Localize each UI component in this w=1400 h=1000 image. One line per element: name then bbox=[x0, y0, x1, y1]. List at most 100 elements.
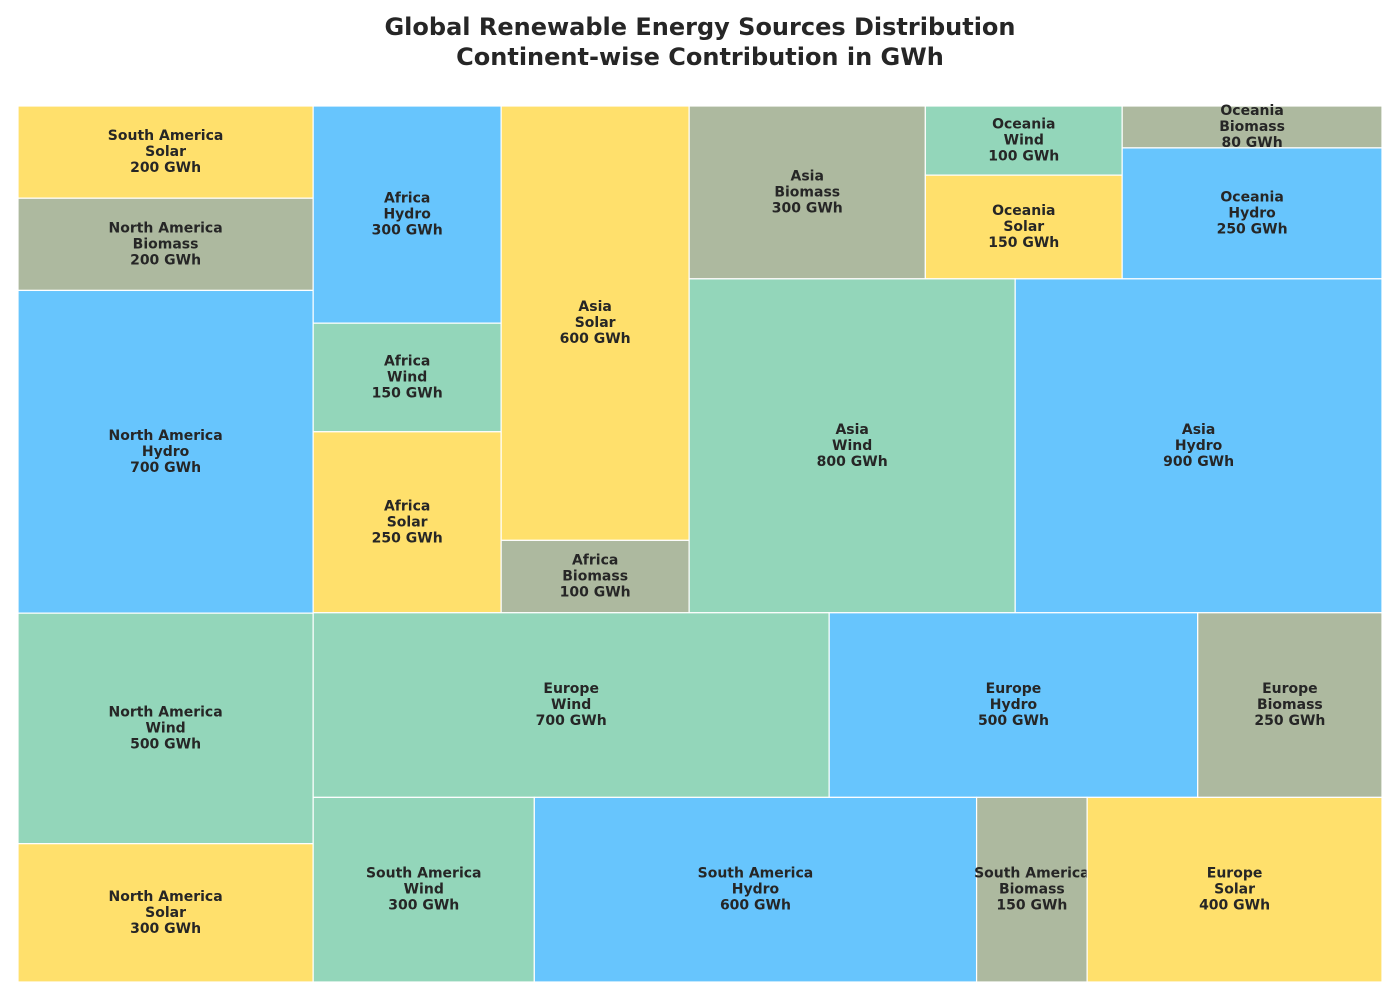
tile-continent-label: Africa bbox=[572, 553, 618, 569]
tile-source-label: Wind bbox=[551, 697, 591, 713]
tile-source-label: Biomass bbox=[1257, 697, 1323, 713]
treemap-tile-rect bbox=[1121, 105, 1383, 149]
tile-continent-label: Oceania bbox=[1220, 189, 1283, 205]
tile-source-label: Solar bbox=[145, 144, 186, 160]
chart-title: Global Renewable Energy Sources Distribu… bbox=[0, 12, 1400, 72]
tile-source-label: Biomass bbox=[133, 236, 199, 252]
tile-continent-label: Europe bbox=[1262, 681, 1318, 697]
tile-value-label: 150 GWh bbox=[988, 235, 1059, 251]
treemap-tile-rect bbox=[924, 105, 1123, 176]
tile-continent-label: Asia bbox=[791, 168, 824, 184]
treemap-tile-rect bbox=[688, 105, 926, 280]
tile-continent-label: South America bbox=[974, 866, 1090, 882]
tile-continent-label: Europe bbox=[986, 681, 1042, 697]
tile-source-label: Wind bbox=[404, 882, 444, 898]
tile-continent-label: South America bbox=[366, 866, 482, 882]
treemap-tile-rect bbox=[1121, 147, 1383, 280]
treemap-tile-rect bbox=[1197, 612, 1383, 798]
tile-value-label: 300 GWh bbox=[130, 921, 201, 937]
tile-value-label: 250 GWh bbox=[1254, 713, 1325, 729]
tile-value-label: 100 GWh bbox=[560, 585, 631, 601]
treemap-tile-rect bbox=[17, 612, 314, 845]
tile-value-label: 250 GWh bbox=[1217, 221, 1288, 237]
tile-value-label: 500 GWh bbox=[130, 736, 201, 752]
treemap-tile-rect bbox=[312, 322, 502, 433]
tile-continent-label: North America bbox=[109, 428, 223, 444]
tile-value-label: 150 GWh bbox=[372, 385, 443, 401]
tile-continent-label: Asia bbox=[835, 422, 868, 438]
tile-source-label: Biomass bbox=[1219, 119, 1285, 135]
tile-value-label: 400 GWh bbox=[1199, 898, 1270, 914]
tile-source-label: Solar bbox=[145, 905, 186, 921]
treemap-tile-rect bbox=[975, 796, 1088, 983]
treemap-tile-rect bbox=[312, 431, 502, 614]
tile-continent-label: South America bbox=[108, 128, 224, 144]
tile-continent-label: Europe bbox=[1207, 866, 1263, 882]
treemap-tile-rect bbox=[312, 796, 535, 983]
tile-source-label: Hydro bbox=[1228, 205, 1276, 221]
tile-continent-label: Oceania bbox=[992, 117, 1055, 133]
treemap-tile-rect bbox=[688, 278, 1016, 614]
treemap-tile-rect bbox=[17, 843, 314, 983]
tile-source-label: Hydro bbox=[990, 697, 1038, 713]
treemap-tile-rect bbox=[17, 289, 314, 614]
tile-value-label: 500 GWh bbox=[978, 713, 1049, 729]
treemap-tile-rect bbox=[533, 796, 978, 983]
tile-source-label: Wind bbox=[832, 438, 872, 454]
tile-value-label: 900 GWh bbox=[1163, 454, 1234, 470]
tile-value-label: 150 GWh bbox=[996, 898, 1067, 914]
treemap-tile-rect bbox=[1086, 796, 1383, 983]
tile-continent-label: Africa bbox=[384, 353, 430, 369]
tile-continent-label: Europe bbox=[543, 681, 599, 697]
tile-source-label: Solar bbox=[1003, 219, 1044, 235]
tile-continent-label: North America bbox=[109, 220, 223, 236]
tile-value-label: 600 GWh bbox=[720, 898, 791, 914]
tile-continent-label: Oceania bbox=[1220, 103, 1283, 119]
tile-continent-label: Asia bbox=[1182, 422, 1215, 438]
chart-subtitle: Continent-wise Contribution in GWh bbox=[456, 43, 944, 71]
tile-value-label: 300 GWh bbox=[388, 898, 459, 914]
tile-value-label: 200 GWh bbox=[130, 160, 201, 176]
tile-value-label: 600 GWh bbox=[560, 331, 631, 347]
tile-continent-label: Africa bbox=[384, 498, 430, 514]
treemap-tile-rect bbox=[828, 612, 1199, 798]
tile-value-label: 700 GWh bbox=[536, 713, 607, 729]
tile-source-label: Biomass bbox=[999, 882, 1065, 898]
tile-source-label: Hydro bbox=[383, 207, 431, 223]
treemap-tile-rect bbox=[312, 105, 502, 324]
tile-source-label: Solar bbox=[575, 315, 616, 331]
tile-source-label: Wind bbox=[1004, 133, 1044, 149]
tile-source-label: Solar bbox=[387, 514, 428, 530]
tile-source-label: Wind bbox=[387, 369, 427, 385]
tile-value-label: 800 GWh bbox=[817, 454, 888, 470]
tile-source-label: Solar bbox=[1214, 882, 1255, 898]
treemap-tile-rect bbox=[924, 174, 1123, 280]
treemap-tile-rect bbox=[1014, 278, 1383, 614]
tile-value-label: 300 GWh bbox=[772, 200, 843, 216]
tile-source-label: Hydro bbox=[1175, 438, 1223, 454]
tile-continent-label: Asia bbox=[578, 299, 611, 315]
tile-value-label: 100 GWh bbox=[988, 149, 1059, 165]
tile-continent-label: South America bbox=[698, 866, 814, 882]
treemap-tile-rect bbox=[500, 539, 690, 614]
